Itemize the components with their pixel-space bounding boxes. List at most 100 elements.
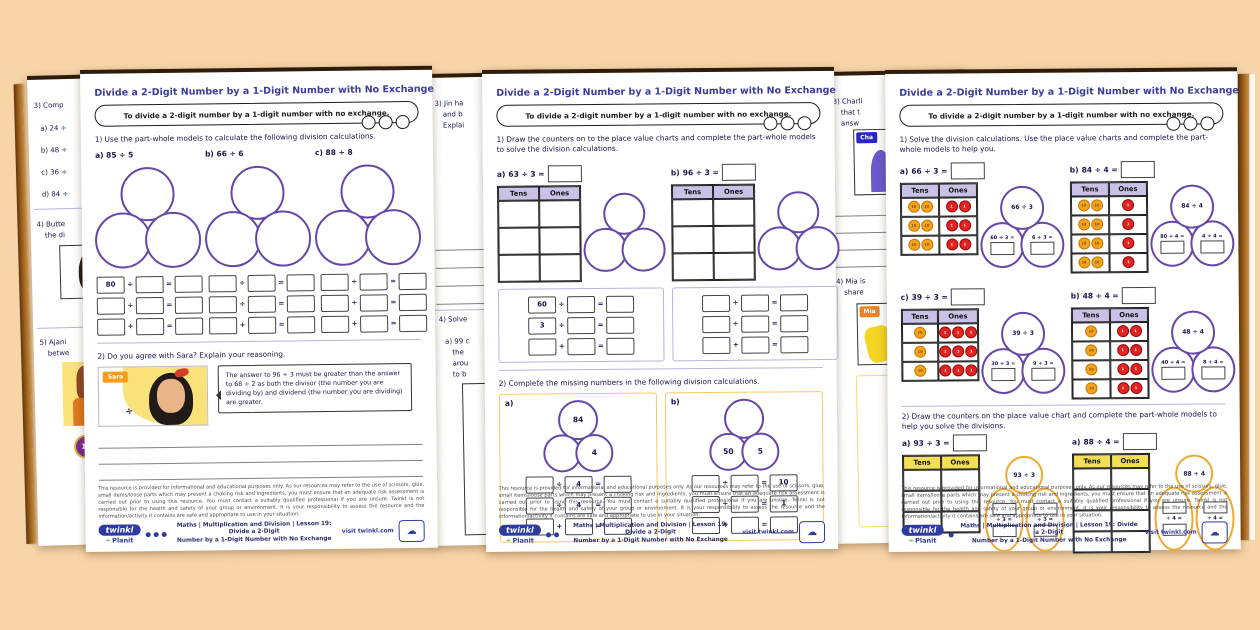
tens-counter: 10	[1085, 382, 1098, 395]
equation-row: ÷ =	[320, 272, 427, 291]
tens-counter: 10	[1077, 256, 1091, 269]
answer-box	[398, 293, 427, 311]
problem: c) 39 ÷ 3 = Tens Ones 10 1 1 1 10 1 1 1 10 1 1 1 39 ÷…	[900, 281, 1066, 400]
answer-box	[566, 295, 596, 313]
clipped-text-fragment: 4) Mia is	[835, 277, 866, 286]
ones-counter: 1	[1129, 325, 1142, 338]
calculation-label: b) 66 ÷ 6	[204, 148, 244, 159]
place-value-chart: Tens Ones	[671, 183, 756, 282]
ones-counter: 1	[939, 345, 952, 358]
equals-sign: =	[166, 280, 173, 289]
answer-box	[950, 161, 985, 180]
ones-counter: 1	[1116, 344, 1129, 357]
clipped-text-fragment: 3) Charli	[832, 97, 863, 106]
answer-box	[780, 314, 809, 333]
tens-cell: 10 10	[1071, 214, 1110, 235]
worksheet-page-3: Divide a 2-Digit Number by a 1-Digit Num…	[885, 67, 1241, 554]
clipped-text-fragment: Explai	[442, 121, 465, 130]
equals-sign: =	[166, 322, 173, 331]
answer-box	[208, 274, 237, 293]
column-header: Ones	[941, 455, 980, 470]
answer-box	[950, 287, 985, 306]
tens-cell: 10	[1071, 321, 1111, 342]
part-whole-model: 48 ÷ 4 40 ÷ 4 = 8 ÷ 4 =	[1151, 306, 1236, 393]
character-name-tag: Cha	[856, 131, 878, 144]
objective-text: To divide a 2-digit number by a 1-digit …	[525, 108, 792, 121]
answer-box	[174, 275, 203, 293]
clipped-text-fragment: the di	[44, 231, 66, 240]
ones-counter: 1	[945, 200, 958, 213]
answer-box	[136, 317, 165, 336]
page-title: Divide a 2-Digit Number by a 1-Digit Num…	[496, 84, 836, 99]
answer-box	[702, 315, 731, 333]
whole-circle: 39 ÷ 3	[1000, 311, 1046, 356]
answer-box	[1201, 366, 1226, 380]
planit-logo: ✒Planit	[908, 536, 937, 546]
level-dot	[145, 531, 151, 538]
answer-box	[360, 315, 389, 333]
clipped-text-fragment: to b	[452, 370, 467, 379]
equals-sign: =	[278, 278, 285, 287]
answer-box: 3	[528, 317, 557, 335]
twinkl-logo: twinkl	[98, 524, 141, 537]
ones-counter: 1	[958, 200, 971, 213]
clipped-text-fragment: that t	[840, 108, 861, 117]
ones-cell	[539, 253, 581, 282]
equation-grid: ÷ = ÷ = + =	[208, 270, 316, 335]
answer-box	[359, 273, 388, 291]
lesson-reference: Maths | Multiplication and Division | Le…	[573, 521, 728, 545]
ones-counter: 1	[1116, 325, 1129, 338]
question-1-text: 1) Use the part-whole models to calculat…	[94, 131, 376, 144]
level-dot	[948, 532, 954, 538]
operator: ÷	[732, 298, 739, 308]
part-whole-model: 50 5	[699, 398, 790, 471]
answer-box	[320, 294, 349, 312]
tens-cell: 10	[1072, 340, 1111, 361]
difficulty-dots	[545, 532, 559, 538]
part-circle	[254, 210, 312, 267]
page-stack-spine	[1238, 74, 1249, 540]
answer-box	[952, 434, 987, 452]
equals-sign: =	[390, 277, 397, 286]
rating-circle	[1200, 116, 1215, 131]
part-whole-model: 66 ÷ 3 60 ÷ 3 = 6 ÷ 3 =	[980, 181, 1065, 268]
problem-a: a) 63 ÷ 3 = Tens Ones 60 ÷ = 3 ÷ = + =	[497, 158, 666, 363]
answer-box	[567, 316, 596, 334]
objective-circles	[763, 116, 812, 131]
answer-box	[359, 294, 388, 312]
ones-cell: 1	[1108, 195, 1148, 215]
tens-cell	[498, 227, 540, 255]
place-value-chart: Tens Ones 10 10 1 10 10 1 10 10 1 10 10 1	[1069, 180, 1149, 274]
visit-twinkl-link: visit twinkl.com	[1144, 529, 1197, 537]
answer-box	[991, 367, 1016, 381]
worksheet-page-1: Divide a 2-Digit Number by a 1-Digit Num…	[80, 65, 438, 552]
answer-box	[702, 336, 731, 354]
problem-label: c)	[900, 292, 909, 302]
answer-box	[175, 317, 204, 335]
column-header: Tens	[900, 183, 940, 198]
place-value-chart: Tens Ones 10 1 1 10 1 1 10 1 1 10 1 1	[1070, 306, 1150, 400]
clipped-text-fragment: 5) Ajani	[39, 338, 67, 347]
answer-box	[701, 294, 731, 312]
equation-row: ÷ =	[96, 296, 203, 315]
equation-grid: ÷ = ÷ = + =	[679, 293, 832, 354]
tens-cell: 10 10	[1070, 195, 1110, 216]
answer-box	[605, 295, 635, 313]
equation-row: + =	[321, 314, 428, 333]
operator: ÷	[558, 321, 565, 330]
answer-box	[741, 315, 770, 333]
answer-box	[135, 275, 164, 294]
equals-sign: =	[597, 342, 604, 351]
tens-counter: 10	[1085, 363, 1098, 376]
equation-row: 80 ÷ =	[96, 275, 203, 294]
problem-label: b)	[1070, 291, 1080, 301]
question-1-text: 1) Solve the division calculations. Use …	[899, 132, 1209, 154]
tens-cell	[672, 225, 714, 254]
tens-cell: 10 10	[901, 197, 940, 217]
answer-box	[209, 316, 238, 335]
objective-text: To divide a 2-digit number by a 1-digit …	[123, 107, 390, 120]
